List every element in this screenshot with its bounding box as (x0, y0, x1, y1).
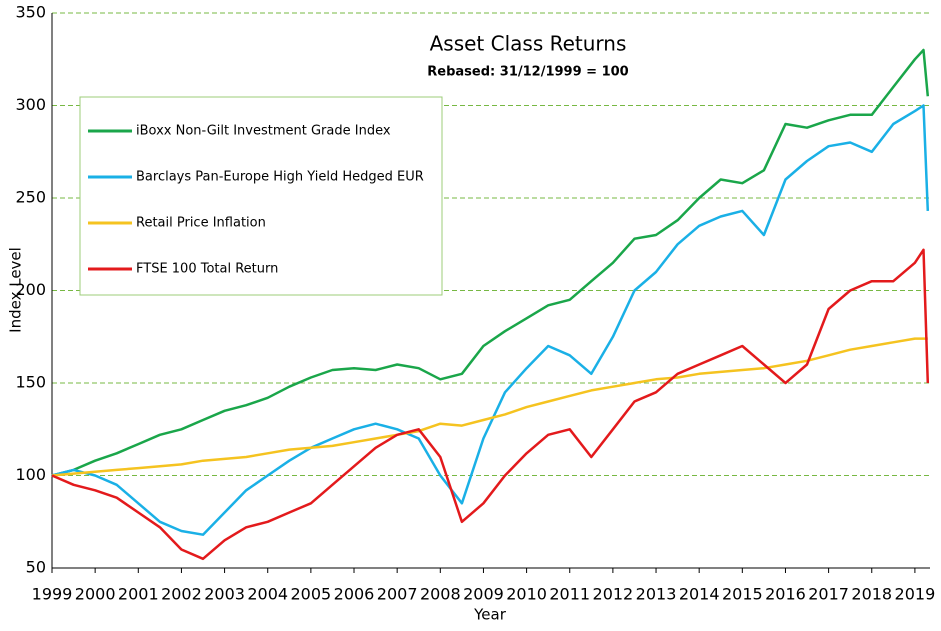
series-line (51, 104, 930, 536)
x-tick-label: 2002 (161, 585, 202, 604)
x-tick-label: 2016 (765, 585, 806, 604)
x-tick-label: 2011 (549, 585, 590, 604)
y-tick-label: 50 (26, 558, 46, 577)
y-tick-label: 250 (15, 188, 46, 207)
x-tick-label: 1999 (32, 585, 73, 604)
legend-label: FTSE 100 Total Return (136, 262, 278, 277)
x-tick-label: 2005 (291, 585, 332, 604)
x-axis-title: Year (473, 606, 507, 624)
chart-title: Asset Class Returns (430, 32, 627, 56)
x-tick-label: 2017 (808, 585, 849, 604)
y-tick-label: 200 (15, 280, 46, 299)
legend-label: Retail Price Inflation (136, 216, 266, 231)
y-tick-label: 100 (15, 465, 46, 484)
y-tick-label: 350 (15, 3, 46, 22)
x-tick-label: 2006 (334, 585, 375, 604)
x-tick-label: 2000 (75, 585, 116, 604)
legend-label: Barclays Pan-Europe High Yield Hedged EU… (136, 170, 424, 185)
x-tick-label: 2019 (895, 585, 936, 604)
x-tick-label: 2018 (851, 585, 892, 604)
x-tick-label: 2009 (463, 585, 504, 604)
x-tick-label: 2015 (722, 585, 763, 604)
x-tick-label: 2014 (679, 585, 720, 604)
x-tick-label: 2007 (377, 585, 418, 604)
series-line (51, 48, 930, 477)
y-axis-title: Index Level (7, 247, 25, 333)
x-tick-label: 2010 (506, 585, 547, 604)
series-line (51, 248, 930, 561)
x-tick-label: 2004 (247, 585, 288, 604)
legend-box (79, 96, 443, 296)
x-tick-label: 2008 (420, 585, 461, 604)
series-line (51, 337, 928, 477)
legend-label: iBoxx Non-Gilt Investment Grade Index (136, 124, 391, 139)
chart-subtitle: Rebased: 31/12/1999 = 100 (427, 65, 628, 80)
x-tick-label: 2001 (118, 585, 159, 604)
x-tick-label: 2013 (636, 585, 677, 604)
x-tick-label: 2003 (204, 585, 245, 604)
y-tick-label: 300 (15, 95, 46, 114)
y-tick-label: 150 (15, 373, 46, 392)
x-tick-label: 2012 (593, 585, 634, 604)
